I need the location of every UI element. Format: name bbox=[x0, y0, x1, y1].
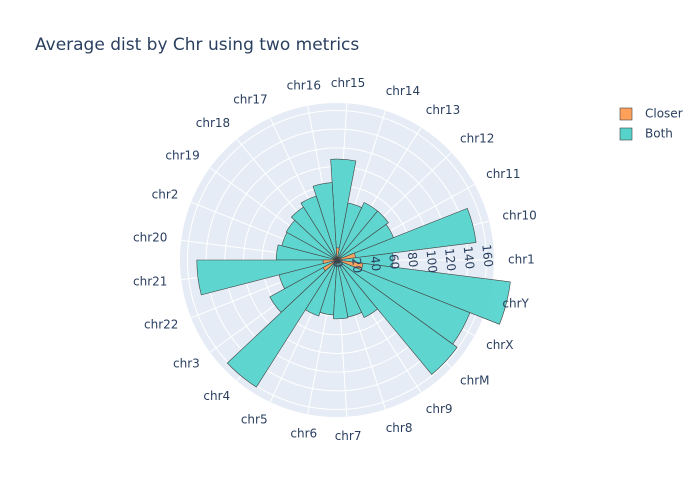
radial-tick-label: 40 bbox=[368, 255, 384, 272]
bar-closer-chr3 bbox=[322, 259, 338, 272]
radial-tick-label: 120 bbox=[442, 247, 458, 271]
radial-axis: 0 20 40 60 80 100 120 140 160 bbox=[331, 244, 496, 274]
category-label-chr8: chr8 bbox=[386, 421, 413, 435]
bar-both-chr10 bbox=[336, 208, 477, 261]
category-label-chr9: chr9 bbox=[426, 402, 453, 416]
category-label-chr15: chr15 bbox=[331, 76, 365, 90]
category-label-chr2: chr2 bbox=[152, 187, 179, 201]
legend-swatch-both bbox=[619, 127, 633, 141]
category-label-chr5: chr5 bbox=[241, 413, 268, 427]
bar-both-chr18 bbox=[290, 206, 338, 261]
category-label-chr17: chr17 bbox=[233, 92, 267, 106]
category-label-chr19: chr19 bbox=[165, 149, 199, 163]
bar-both-chr15 bbox=[330, 158, 357, 261]
category-label-chrY: chrY bbox=[502, 297, 529, 311]
category-label-chr11: chr11 bbox=[486, 167, 520, 181]
category-label-chr16: chr16 bbox=[287, 79, 321, 93]
legend-label-both: Both bbox=[645, 127, 673, 141]
radial-tick-label: 80 bbox=[405, 251, 421, 268]
category-label-chr4: chr4 bbox=[203, 389, 230, 403]
radial-tick-label: 140 bbox=[461, 246, 477, 270]
bar-both-chrM bbox=[336, 259, 458, 375]
category-label-chr12: chr12 bbox=[460, 131, 494, 145]
polar-area: 0 20 40 60 80 100 120 140 160 chr1 chr10 chr11 chr12… bbox=[133, 76, 537, 443]
category-label-chr18: chr18 bbox=[196, 116, 230, 130]
category-label-chr10: chr10 bbox=[502, 209, 536, 223]
radial-tick-label: 100 bbox=[423, 249, 439, 273]
bar-both-chr17 bbox=[300, 195, 338, 261]
bar-both-chr4 bbox=[226, 259, 338, 388]
category-label-chr7: chr7 bbox=[335, 429, 362, 443]
category-label-chr20: chr20 bbox=[133, 230, 167, 244]
radial-tick-label: 60 bbox=[386, 253, 402, 270]
category-label-chrM: chrM bbox=[460, 374, 490, 388]
category-label-chr1: chr1 bbox=[508, 253, 535, 267]
bar-both-chr5 bbox=[305, 259, 338, 317]
bar-both-chr19 bbox=[285, 219, 338, 261]
chart-title: Average dist by Chr using two metrics bbox=[35, 35, 359, 55]
category-label-chr3: chr3 bbox=[173, 357, 200, 371]
legend-label-closer: Closer bbox=[645, 107, 683, 121]
category-label-chr13: chr13 bbox=[426, 103, 460, 117]
category-label-chr6: chr6 bbox=[290, 426, 317, 440]
bar-both-chr7 bbox=[332, 259, 349, 320]
radial-tick-label: 160 bbox=[479, 244, 495, 268]
radial-tick-label: 0 bbox=[331, 259, 346, 268]
radial-tick-label: 20 bbox=[349, 257, 365, 274]
category-label-chrX: chrX bbox=[486, 338, 513, 352]
bar-both-chr13 bbox=[336, 202, 378, 261]
bar-closer-chrY bbox=[336, 259, 364, 271]
bar-both-chrY bbox=[336, 259, 511, 325]
legend-swatch-closer bbox=[619, 107, 633, 121]
category-label-chr14: chr14 bbox=[386, 84, 420, 98]
category-label-chr22: chr22 bbox=[144, 318, 178, 332]
category-label-chr21: chr21 bbox=[133, 275, 167, 289]
legend: Closer Both bbox=[619, 107, 683, 141]
